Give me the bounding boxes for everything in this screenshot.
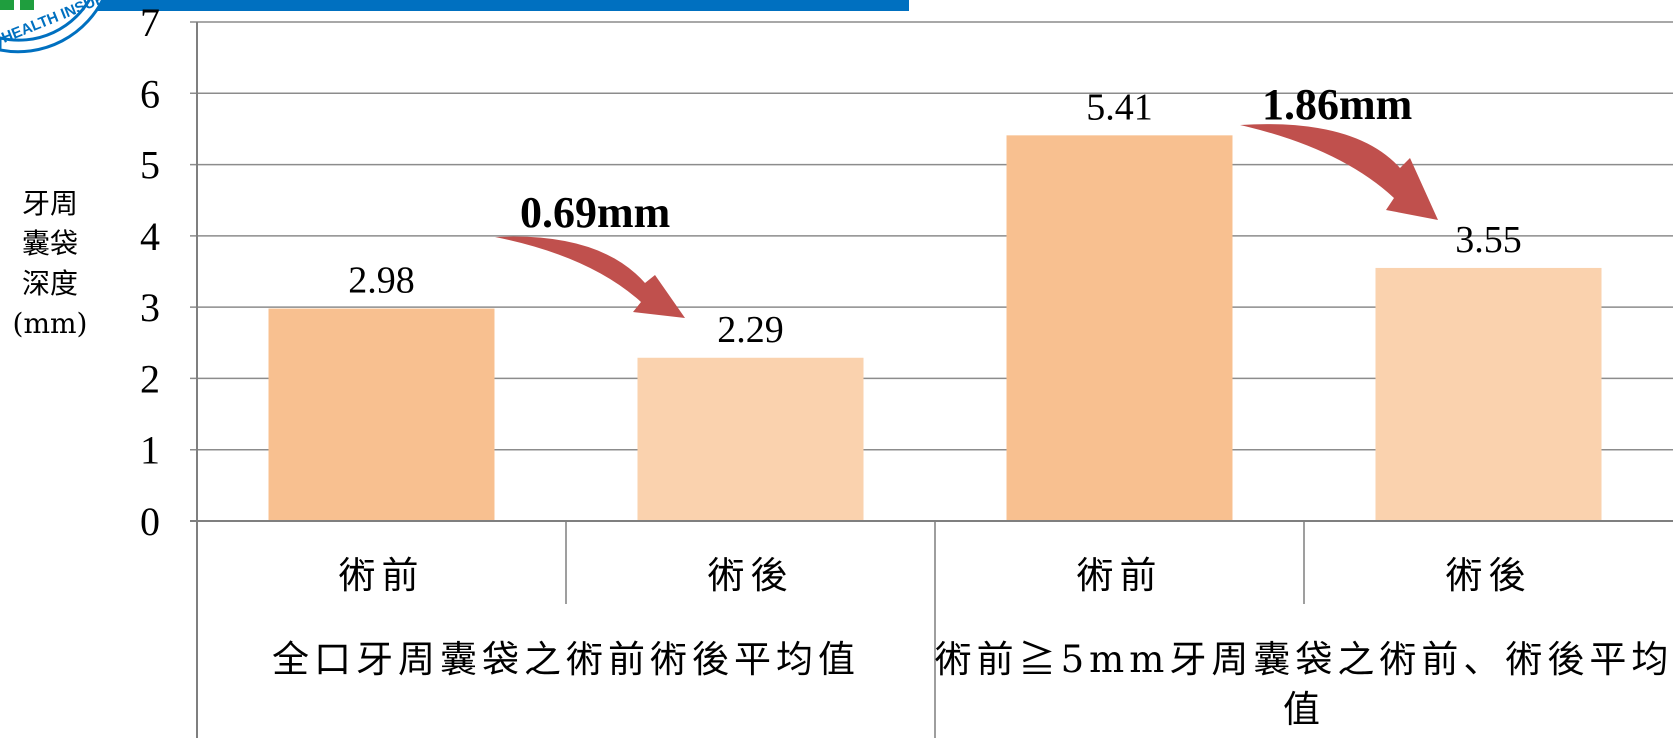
data-label: 5.41 xyxy=(1086,86,1153,128)
category-label: 術後 xyxy=(1446,554,1532,597)
data-label: 3.55 xyxy=(1455,219,1522,261)
group-label: 術前≧5mm牙周囊袋之術前、術後平均 xyxy=(935,638,1673,681)
header-bar xyxy=(95,0,909,11)
data-label: 2.98 xyxy=(348,260,415,302)
category-label: 術後 xyxy=(708,554,794,597)
bar-1 xyxy=(268,308,495,521)
group-label: 全口牙周囊袋之術前術後平均值 xyxy=(272,638,860,681)
y-axis-label-line: 囊袋 xyxy=(22,227,78,260)
data-labels: 2.98 2.29 5.41 3.55 xyxy=(348,86,1522,350)
decrease-arrow-1 xyxy=(495,236,685,318)
arrow-group-1 xyxy=(495,236,685,318)
annotation-0.69: 0.69mm xyxy=(520,188,670,237)
y-axis-label-line: 牙周 xyxy=(22,187,78,220)
x-axis-dividers xyxy=(565,521,1305,738)
category-labels: 術前 術後 術前 術後 xyxy=(339,554,1532,597)
y-tick-label: 2 xyxy=(140,356,160,401)
category-label: 術前 xyxy=(1077,554,1163,597)
category-label: 術前 xyxy=(339,554,425,597)
bars xyxy=(268,135,1602,521)
arrow-group-2 xyxy=(1240,124,1438,220)
y-tick-label: 6 xyxy=(140,71,160,116)
y-tick-label: 3 xyxy=(140,285,160,330)
y-axis-label-line: (mm) xyxy=(13,307,88,340)
decrease-arrow-2 xyxy=(1240,124,1438,220)
data-label: 2.29 xyxy=(717,309,784,351)
group-labels: 全口牙周囊袋之術前術後平均值 術前≧5mm牙周囊袋之術前、術後平均值 xyxy=(272,638,1673,731)
annotation-1.86: 1.86mm xyxy=(1262,80,1412,129)
y-tick-label: 1 xyxy=(140,428,160,473)
y-tick-label: 0 xyxy=(140,499,160,544)
logo: HEALTH INSURA xyxy=(0,0,118,54)
bar-3 xyxy=(1006,135,1233,521)
bar-4 xyxy=(1375,267,1602,521)
bar-2 xyxy=(637,357,864,521)
y-tick-label: 4 xyxy=(140,214,160,259)
y-tick-label: 7 xyxy=(140,0,160,45)
y-axis-ticks: 0 1 2 3 4 5 6 7 xyxy=(140,0,160,544)
y-axis-label-line: 深度 xyxy=(22,267,78,300)
group-label: 值 xyxy=(1283,688,1325,731)
y-tick-label: 5 xyxy=(140,143,160,188)
